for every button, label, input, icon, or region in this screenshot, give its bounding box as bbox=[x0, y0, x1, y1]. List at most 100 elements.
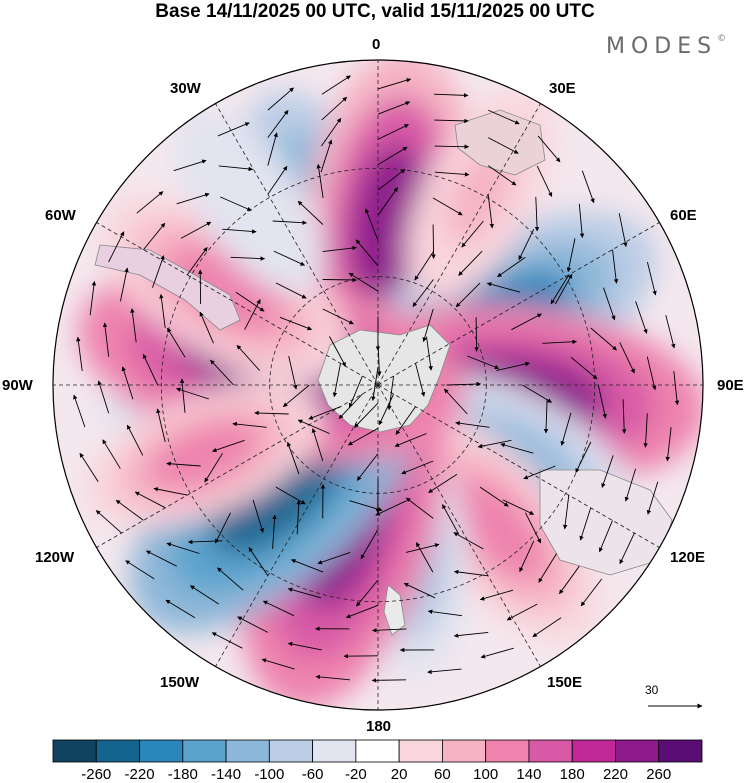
wind-arrow bbox=[126, 424, 144, 456]
lon-label-0: 0 bbox=[372, 36, 381, 53]
wind-arrow bbox=[102, 439, 121, 469]
wind-arrow bbox=[349, 500, 383, 512]
wind-arrow bbox=[279, 316, 313, 331]
wind-arrow bbox=[603, 287, 616, 321]
wind-arrow bbox=[487, 137, 519, 154]
wind-arrow bbox=[395, 406, 416, 435]
wind-arrow bbox=[332, 363, 341, 398]
wind-arrow bbox=[523, 465, 556, 480]
wind-arrow bbox=[487, 194, 495, 229]
colorbar-swatch bbox=[658, 739, 703, 763]
wind-arrow bbox=[282, 384, 310, 408]
wind-arrow bbox=[262, 600, 295, 617]
africa bbox=[454, 109, 546, 176]
wind-arrow bbox=[635, 301, 648, 334]
wind-arrow bbox=[237, 616, 269, 633]
copyright-mark: © bbox=[717, 34, 727, 44]
wind-arrow bbox=[427, 668, 462, 675]
wind-arrow bbox=[455, 421, 490, 428]
wind-arrow bbox=[590, 327, 617, 351]
wind-streamlines bbox=[73, 75, 680, 683]
graticule bbox=[53, 60, 703, 710]
colorbar-tick-label: 260 bbox=[646, 766, 672, 783]
colorbar-swatch bbox=[398, 739, 443, 763]
lon-label-90w: 90W bbox=[2, 377, 33, 394]
wind-arrow bbox=[152, 255, 165, 288]
wind-arrow bbox=[222, 228, 257, 234]
wind-arrow bbox=[467, 355, 500, 370]
wind-arrow bbox=[612, 249, 619, 284]
colorbar-tick-label: 140 bbox=[516, 766, 542, 783]
wind-arrow bbox=[624, 468, 637, 502]
wind-arrow bbox=[73, 394, 86, 428]
wind-arrow bbox=[461, 220, 484, 248]
wind-arrow bbox=[275, 282, 307, 299]
wind-arrow bbox=[570, 356, 598, 380]
wind-arrow bbox=[621, 399, 627, 434]
wind-arrow bbox=[550, 274, 570, 305]
wind-arrow bbox=[479, 589, 514, 601]
reference-vector-label: 30 bbox=[645, 683, 659, 697]
anomaly-contour bbox=[147, 420, 261, 490]
lon-label-120w: 120W bbox=[35, 549, 75, 566]
wind-arrow bbox=[434, 171, 470, 177]
colorbar-tick-label: 60 bbox=[434, 766, 451, 783]
wind-arrow bbox=[415, 542, 434, 573]
wind-arrow bbox=[412, 279, 434, 307]
colorbar-swatch bbox=[312, 739, 357, 763]
wind-arrow bbox=[434, 118, 469, 124]
lon-label-30e: 30E bbox=[549, 80, 576, 97]
colorbar-tick-label: 20 bbox=[390, 766, 408, 783]
wind-arrow bbox=[347, 427, 379, 446]
map-boundary bbox=[52, 59, 704, 711]
wind-arrow bbox=[348, 272, 379, 292]
colorbar-tick-label: -260 bbox=[81, 766, 112, 783]
colorbar-tick-label: -60 bbox=[301, 766, 324, 783]
wind-arrow bbox=[130, 308, 137, 343]
wind-arrow bbox=[453, 631, 489, 638]
wind-arrow bbox=[176, 387, 210, 400]
wind-arrow bbox=[560, 412, 572, 446]
wind-arrow bbox=[321, 117, 342, 147]
wind-arrow bbox=[153, 487, 188, 496]
wind-arrow bbox=[458, 250, 483, 276]
modes-logo: MODES© bbox=[606, 34, 726, 59]
wind-arrow bbox=[210, 359, 234, 386]
wind-arrow bbox=[394, 433, 427, 447]
wind-arrow bbox=[480, 647, 514, 659]
wind-arrow bbox=[502, 499, 535, 515]
meridian bbox=[377, 222, 660, 386]
wind-arrow bbox=[348, 375, 363, 408]
wind-arrow bbox=[320, 139, 333, 173]
wind-arrow bbox=[143, 222, 166, 250]
lon-label-60e: 60E bbox=[670, 207, 697, 224]
colorbar-swatch bbox=[485, 739, 530, 763]
wind-arrow bbox=[321, 96, 348, 121]
wind-arrow bbox=[261, 658, 295, 670]
colorbar-tick-label: -100 bbox=[254, 766, 285, 783]
wind-arrow bbox=[322, 277, 358, 283]
wind-arrow bbox=[360, 529, 379, 560]
colorbar-swatch bbox=[139, 739, 184, 763]
wind-arrow bbox=[601, 455, 614, 488]
map-title: Base 14/11/2025 00 UTC, valid 15/11/2025… bbox=[155, 1, 595, 22]
wind-arrow bbox=[322, 308, 354, 325]
anomaly-contour bbox=[214, 157, 285, 246]
wind-arrow bbox=[532, 617, 562, 638]
wind-arrow bbox=[377, 168, 406, 191]
wind-arrow bbox=[453, 569, 489, 577]
wind-arrow bbox=[204, 452, 223, 483]
colorbar-tick-label: 180 bbox=[559, 766, 585, 783]
wind-arrow bbox=[272, 220, 307, 225]
wind-arrow bbox=[665, 315, 676, 349]
wind-arrow bbox=[115, 499, 144, 521]
wind-arrow bbox=[321, 75, 351, 95]
wind-arrow bbox=[555, 273, 573, 305]
wind-arrow bbox=[252, 499, 264, 533]
colorbar-swatch bbox=[355, 739, 400, 763]
colorbar-tick-label: -20 bbox=[345, 766, 367, 783]
colorbar-swatch bbox=[95, 739, 140, 763]
wind-arrow bbox=[673, 370, 680, 406]
wind-arrow bbox=[543, 398, 549, 434]
